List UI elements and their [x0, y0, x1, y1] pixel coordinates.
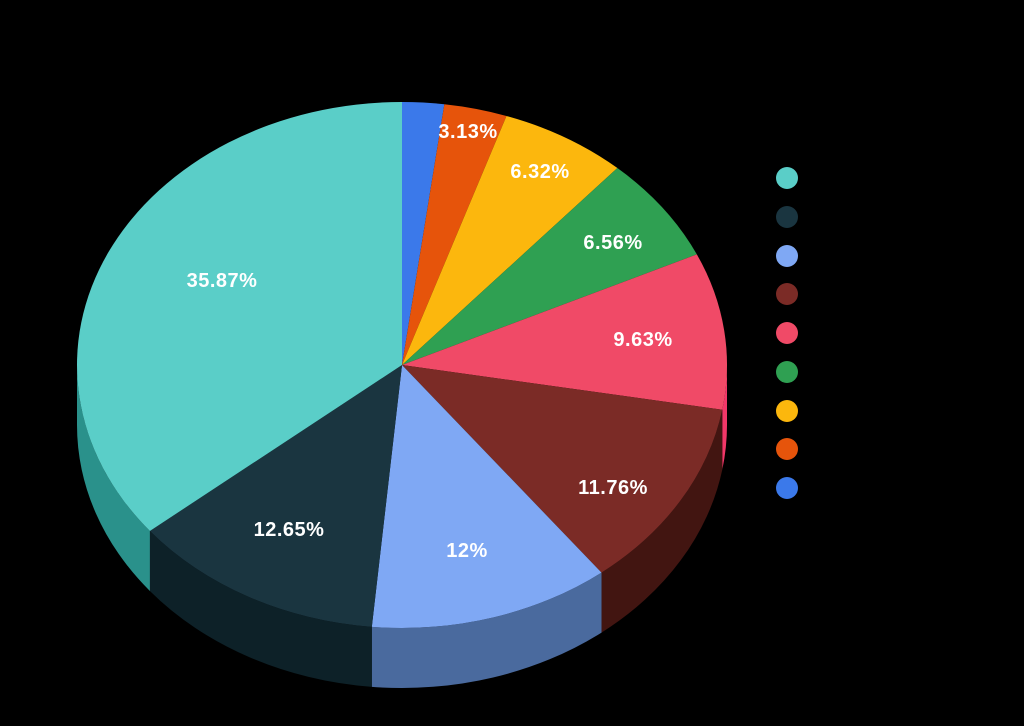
- pie-slice[interactable]: [402, 102, 445, 365]
- pie-slice-side: [722, 365, 727, 470]
- legend-swatch[interactable]: [776, 205, 798, 228]
- legend-swatch[interactable]: [776, 360, 798, 383]
- slice-label: 35.87%: [187, 270, 258, 292]
- legend-item[interactable]: [776, 283, 798, 306]
- slice-label: 9.63%: [613, 329, 672, 351]
- pie-slice-side: [601, 409, 723, 633]
- pie-slice[interactable]: [371, 365, 602, 628]
- legend-swatch[interactable]: [776, 438, 798, 461]
- legend-swatch[interactable]: [776, 477, 798, 499]
- pie-slice[interactable]: [77, 101, 402, 531]
- legend-item[interactable]: [776, 167, 798, 189]
- pie-slice-labels: 3.13% 6.32% 6.56% 9.63% 11.76% 12% 12.65% 35.87…: [187, 121, 673, 562]
- pie-slice[interactable]: [402, 254, 728, 410]
- slice-label: 12.65%: [254, 519, 325, 541]
- legend-item[interactable]: [776, 477, 798, 499]
- slice-label: 11.76%: [578, 477, 648, 499]
- legend-swatch[interactable]: [776, 244, 798, 267]
- pie-slice[interactable]: [402, 168, 697, 365]
- slice-label: 6.56%: [583, 232, 642, 254]
- pie-slices: [77, 101, 728, 628]
- pie-slice-side: [371, 572, 602, 688]
- legend-swatch[interactable]: [776, 322, 798, 344]
- legend-item[interactable]: [776, 322, 798, 344]
- pie-3d-sides: [77, 365, 727, 688]
- pie-slice[interactable]: [402, 115, 618, 365]
- legend-item[interactable]: [776, 244, 798, 267]
- pie-slice-side: [77, 365, 150, 591]
- legend-item[interactable]: [776, 399, 798, 422]
- legend: [776, 167, 798, 499]
- legend-swatch[interactable]: [776, 167, 798, 189]
- pie-slice[interactable]: [402, 104, 507, 366]
- pie-slice[interactable]: [149, 365, 402, 627]
- legend-swatch[interactable]: [776, 283, 798, 306]
- legend-item[interactable]: [776, 360, 798, 383]
- pie-slice-side: [149, 530, 372, 687]
- slice-label: 6.32%: [510, 161, 569, 183]
- pie-slice[interactable]: [402, 365, 723, 573]
- legend-item[interactable]: [776, 205, 798, 228]
- slice-label: 12%: [446, 540, 488, 562]
- legend-swatch[interactable]: [776, 399, 798, 422]
- slice-label: 3.13%: [438, 121, 497, 143]
- legend-item[interactable]: [776, 438, 798, 461]
